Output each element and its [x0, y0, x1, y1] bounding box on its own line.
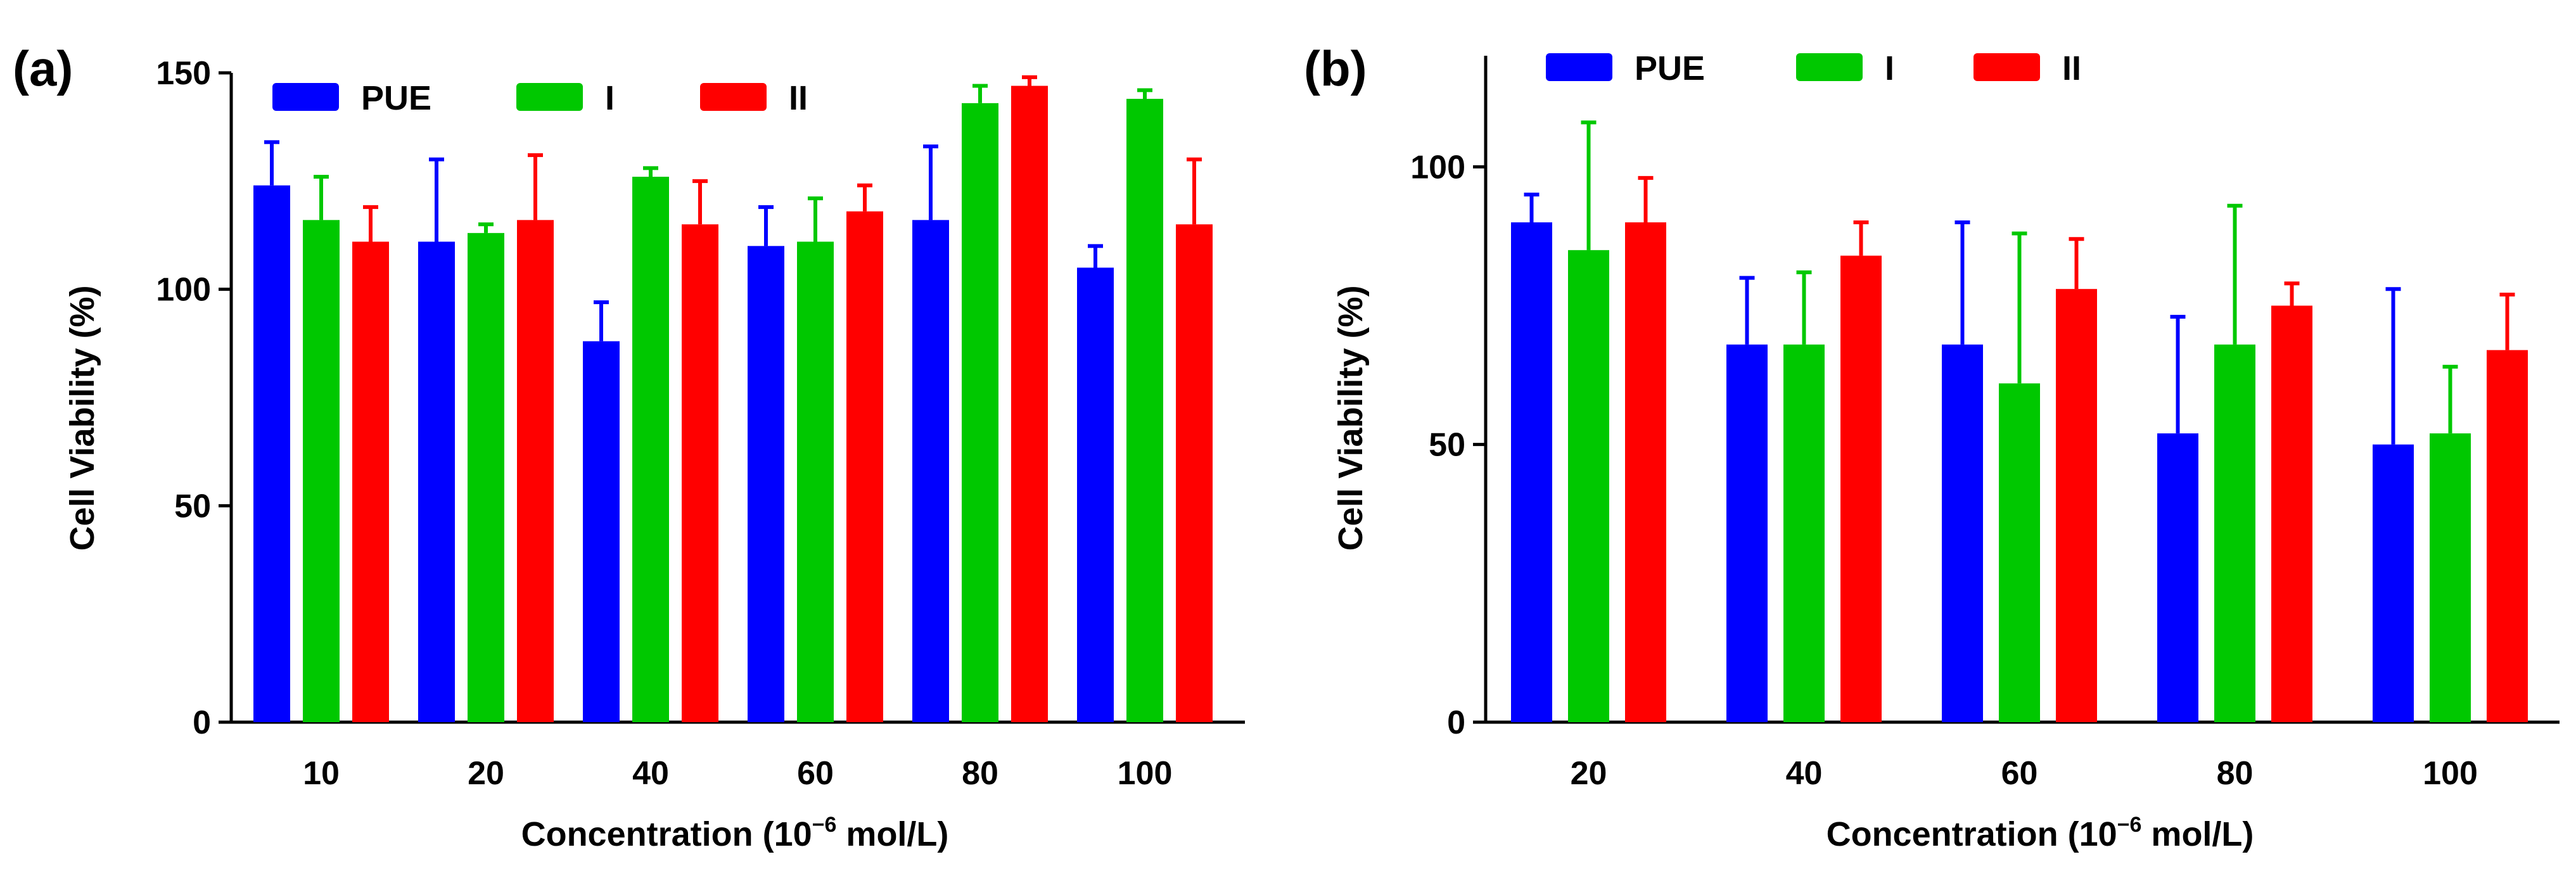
legend-swatch	[1973, 53, 2040, 81]
y-tick-label: 0	[1447, 704, 1465, 741]
bar	[1625, 222, 1666, 722]
legend-label: I	[605, 79, 615, 117]
bar	[748, 246, 784, 722]
legend-swatch	[700, 83, 767, 111]
bar	[1011, 86, 1048, 722]
legend-label: PUE	[1635, 49, 1705, 87]
bar	[682, 224, 718, 723]
bar	[418, 241, 455, 722]
x-axis-label-a: Concentration (10−6 mol/L)	[521, 813, 949, 853]
bar	[2157, 433, 2198, 722]
bar	[352, 241, 389, 722]
legend-swatch	[1796, 53, 1863, 81]
x-tick-label: 80	[2217, 755, 2254, 792]
y-tick-label: 100	[1410, 149, 1465, 186]
bar	[253, 185, 290, 723]
bar	[2430, 433, 2471, 722]
bar	[1126, 99, 1163, 722]
legend-label: II	[2062, 49, 2081, 87]
bar	[2214, 344, 2255, 722]
chart-panel-a: (a) Cell Viability (%) Concentration (10…	[13, 41, 1245, 853]
legend-label: II	[789, 79, 808, 117]
bar	[1999, 383, 2040, 722]
y-tick-label: 150	[156, 55, 211, 92]
x-tick-label: 100	[2423, 755, 2478, 792]
bar	[1942, 344, 1983, 722]
bar	[632, 177, 669, 722]
bar	[797, 241, 834, 722]
x-tick-label: 20	[468, 755, 504, 792]
bar	[912, 220, 949, 722]
y-tick-label: 50	[1429, 427, 1465, 464]
legend-label: PUE	[361, 79, 431, 117]
bar	[1077, 267, 1114, 722]
legend-swatch	[1546, 53, 1612, 81]
bar	[303, 220, 340, 722]
y-tick-label: 50	[174, 488, 211, 525]
y-tick-label: 100	[156, 272, 211, 309]
y-axis-label-b: Cell Viability (%)	[1332, 285, 1370, 550]
x-tick-label: 40	[1786, 755, 1823, 792]
bar	[846, 211, 883, 723]
x-tick-label: 10	[303, 755, 340, 792]
x-tick-label: 60	[797, 755, 834, 792]
bar	[517, 220, 554, 722]
panel-label-a: (a)	[13, 41, 73, 96]
bar	[1176, 224, 1213, 723]
bar	[1568, 250, 1609, 722]
y-tick-label: 0	[193, 704, 211, 741]
bar	[1783, 344, 1825, 722]
bar	[962, 103, 998, 723]
legend-swatch	[516, 83, 583, 111]
bar	[1840, 255, 1882, 723]
x-axis-label-b: Concentration (10−6 mol/L)	[1827, 813, 2254, 853]
x-tick-label: 100	[1118, 755, 1173, 792]
bar	[2271, 305, 2312, 722]
y-axis-label-a: Cell Viability (%)	[63, 285, 101, 550]
bar	[2373, 444, 2414, 722]
x-tick-label: 80	[962, 755, 998, 792]
legend-label: I	[1885, 49, 1894, 87]
bar	[1511, 222, 1552, 722]
chart-panel-b: (b) Cell Viability (%) Concentration (10…	[1304, 41, 2560, 853]
bar	[2487, 350, 2528, 722]
bar	[468, 232, 504, 722]
x-tick-label: 40	[632, 755, 669, 792]
x-tick-label: 20	[1571, 755, 1607, 792]
x-tick-label: 60	[2001, 755, 2038, 792]
bar	[583, 341, 620, 722]
legend-swatch	[272, 83, 339, 111]
panel-label-b: (b)	[1304, 41, 1367, 96]
bar	[2056, 289, 2097, 722]
bar	[1726, 344, 1768, 722]
